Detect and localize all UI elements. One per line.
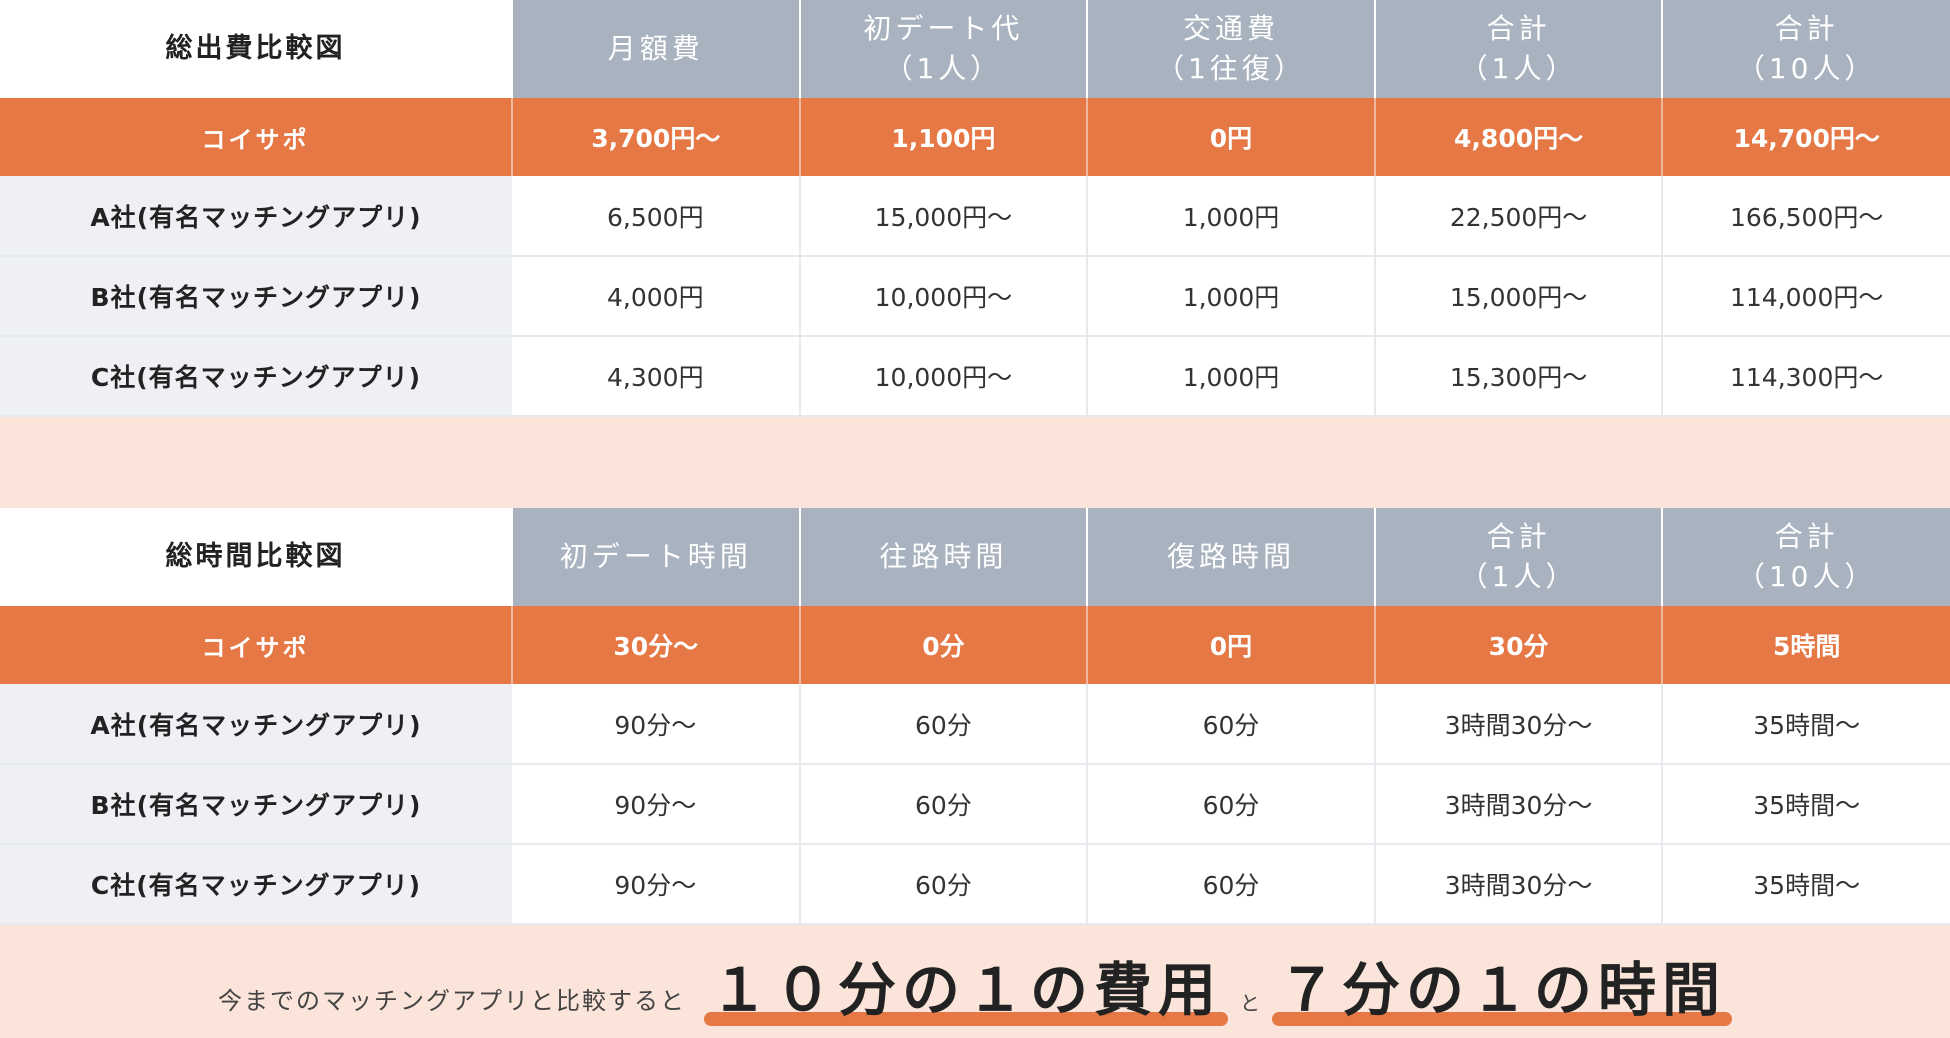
cost-col-header: 初デート代 （1人） [799,0,1089,98]
summary-lead-text: 今までのマッチングアプリと比較すると [217,987,686,1015]
row-label: B社(有名マッチングアプリ) [0,764,512,845]
cost-col-header: 合計 （1人） [1374,0,1664,98]
table-cell: 60分 [799,684,1089,765]
row-label: C社(有名マッチングアプリ) [0,336,512,417]
highlight-cell: 5時間 [1662,606,1950,684]
table-cell: 166,500円〜 [1662,176,1950,257]
table-row: A社(有名マッチングアプリ) 6,500円 15,000円〜 1,000円 22… [0,176,1950,257]
summary-join-text: と [1240,991,1260,1015]
time-highlight-row: コイサポ 30分〜 0分 0円 30分 5時間 [0,606,1950,684]
row-label: C社(有名マッチングアプリ) [0,844,512,925]
highlight-cell: 30分 [1374,606,1664,684]
table-cell: 3時間30分〜 [1374,844,1664,925]
table-cell: 35時間〜 [1662,684,1950,765]
row-label: A社(有名マッチングアプリ) [0,684,512,765]
table-cell: 15,000円〜 [799,176,1089,257]
table-cell: 60分 [799,844,1089,925]
time-col-header: 初デート時間 [512,508,801,606]
table-cell: 22,500円〜 [1374,176,1664,257]
highlight-cell: 0円 [1087,98,1376,176]
summary-emphasis-time: ７分の１の時間 [1272,958,1733,1026]
time-col-header: 復路時間 [1087,508,1376,606]
table-cell: 60分 [1087,684,1376,765]
summary-emphasis-cost: １０分の１の費用 [703,958,1229,1026]
table-cell: 1,000円 [1087,256,1376,337]
table-cell: 114,000円〜 [1662,256,1950,337]
table-cell: 4,300円 [512,336,801,417]
table-cell: 60分 [799,764,1089,845]
table-cell: 15,300円〜 [1374,336,1664,417]
table-cell: 60分 [1087,764,1376,845]
time-table-title: 総時間比較図 [0,508,513,606]
table-cell: 114,300円〜 [1662,336,1950,417]
table-cell: 90分〜 [512,684,801,765]
highlight-cell: 0分 [799,606,1089,684]
highlight-cell: 3,700円〜 [512,98,801,176]
table-cell: 10,000円〜 [799,256,1089,337]
time-comparison-table: 総時間比較図 初デート時間 往路時間 復路時間 合計 （1人） 合計 （10人） コ… [0,508,1950,925]
cost-table-title: 総出費比較図 [0,0,513,98]
table-cell: 3時間30分〜 [1374,764,1664,845]
highlight-cell: 1,100円 [799,98,1089,176]
table-row: B社(有名マッチングアプリ) 4,000円 10,000円〜 1,000円 15… [0,256,1950,337]
table-cell: 90分〜 [512,844,801,925]
table-cell: 35時間〜 [1662,844,1950,925]
row-label: A社(有名マッチングアプリ) [0,176,512,257]
time-col-header: 合計 （10人） [1662,508,1950,606]
time-col-header: 合計 （1人） [1374,508,1664,606]
cost-col-header: 月額費 [512,0,801,98]
table-cell: 1,000円 [1087,336,1376,417]
highlight-cell: 30分〜 [512,606,801,684]
table-cell: 10,000円〜 [799,336,1089,417]
cost-highlight-row: コイサポ 3,700円〜 1,100円 0円 4,800円〜 14,700円〜 [0,98,1950,176]
table-cell: 15,000円〜 [1374,256,1664,337]
table-cell: 60分 [1087,844,1376,925]
summary-banner: 今までのマッチングアプリと比較すると １０分の１の費用 と ７分の１の時間 [0,928,1950,1038]
table-cell: 4,000円 [512,256,801,337]
table-cell: 3時間30分〜 [1374,684,1664,765]
highlight-cell: 4,800円〜 [1374,98,1664,176]
table-cell: 1,000円 [1087,176,1376,257]
table-cell: 35時間〜 [1662,764,1950,845]
highlight-cell: 0円 [1087,606,1376,684]
highlight-label: コイサポ [0,606,513,684]
highlight-cell: 14,700円〜 [1662,98,1950,176]
row-label: B社(有名マッチングアプリ) [0,256,512,337]
cost-col-header: 交通費 （1往復） [1087,0,1376,98]
cost-header-row: 総出費比較図 月額費 初デート代 （1人） 交通費 （1往復） 合計 （1人） 合計（… [0,0,1950,98]
table-row: A社(有名マッチングアプリ) 90分〜 60分 60分 3時間30分〜 35時間… [0,684,1950,765]
time-header-row: 総時間比較図 初デート時間 往路時間 復路時間 合計 （1人） 合計 （10人） [0,508,1950,606]
highlight-label: コイサポ [0,98,513,176]
cost-comparison-table: 総出費比較図 月額費 初デート代 （1人） 交通費 （1往復） 合計 （1人） 合計（… [0,0,1950,417]
table-row: B社(有名マッチングアプリ) 90分〜 60分 60分 3時間30分〜 35時間… [0,764,1950,845]
table-cell: 90分〜 [512,764,801,845]
table-cell: 6,500円 [512,176,801,257]
cost-col-header: 合計 （10人） [1662,0,1950,98]
table-row: C社(有名マッチングアプリ) 90分〜 60分 60分 3時間30分〜 35時間… [0,844,1950,925]
time-col-header: 往路時間 [799,508,1089,606]
table-row: C社(有名マッチングアプリ) 4,300円 10,000円〜 1,000円 15… [0,336,1950,417]
